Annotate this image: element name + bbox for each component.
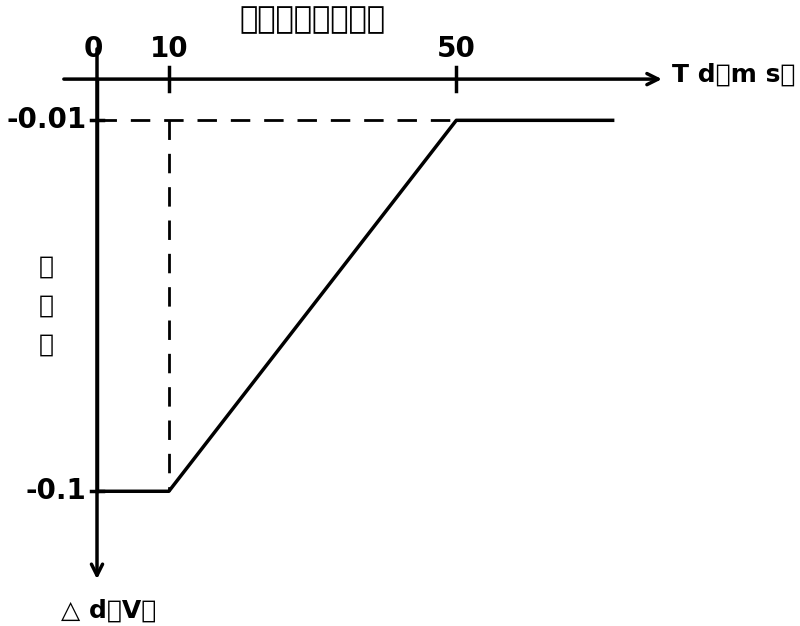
Text: -0.01: -0.01 [6, 106, 86, 135]
Text: △ d（V）: △ d（V） [61, 598, 156, 622]
Text: 减
少
值: 减 少 值 [39, 255, 54, 357]
Text: 负基准值到达时间: 负基准值到达时间 [239, 5, 386, 34]
Text: 0: 0 [84, 34, 103, 63]
Text: -0.1: -0.1 [26, 477, 86, 505]
Text: 50: 50 [437, 34, 476, 63]
Text: 10: 10 [150, 34, 188, 63]
Text: T d（m s）: T d（m s） [672, 63, 795, 87]
